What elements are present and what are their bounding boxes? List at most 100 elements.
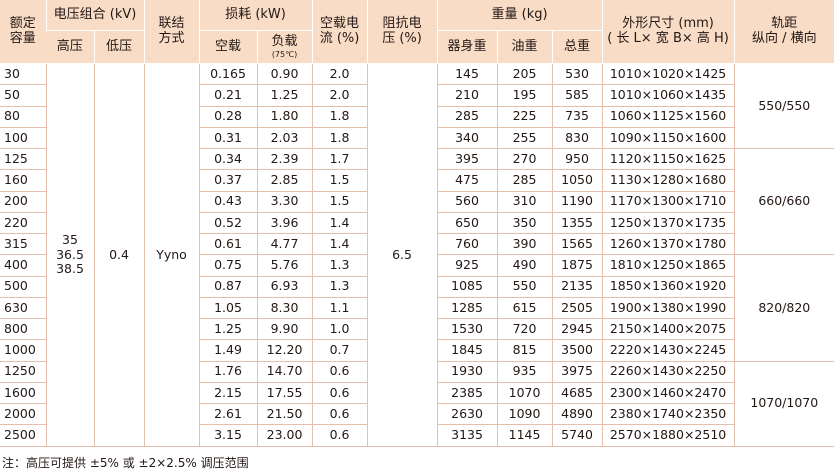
total-weight-cell: 1355 [551,212,603,235]
oil-weight-cell: 225 [496,106,553,128]
total-weight-cell: 3500 [551,339,603,362]
header-hv: 高压 [46,30,94,64]
no-load-current-cell: 1.7 [311,148,368,171]
load-loss-cell: 2.39 [256,148,313,171]
total-weight-cell: 1565 [551,233,603,256]
table-row: 630 1.05 8.30 1.1 1285 615 2505 1900×1380×1990 [0,297,834,320]
capacity-cell: 125 [0,148,46,171]
dimensions-cell: 2260×1430×2250 [601,361,735,383]
hv-value: 36.5 [56,246,84,262]
header-total-weight: 总重 [551,30,603,64]
dimensions-cell: 2300×1460×2470 [601,382,735,405]
dimensions-cell: 1090×1150×1600 [601,127,735,150]
oil-weight-cell: 490 [496,254,553,277]
header-oil-weight: 油重 [496,30,553,64]
oil-weight-cell: 935 [496,361,553,383]
no-load-loss-cell: 0.52 [198,212,258,235]
no-load-current-cell: 1.0 [311,318,368,341]
capacity-cell: 200 [0,191,46,213]
body-weight-cell: 1530 [436,318,498,341]
body-weight-cell: 395 [436,148,498,171]
no-load-loss-cell: 1.05 [198,297,258,320]
header-load-loss: 负载 (75℃) [256,30,313,64]
total-weight-cell: 1050 [551,169,603,192]
gauge-cell: 820/820 [733,254,835,362]
load-loss-cell: 17.55 [256,382,313,405]
table-row: 80 0.28 1.80 1.8 285 225 735 1060×1125×1560 [0,106,834,128]
load-loss-cell: 3.96 [256,212,313,235]
dimensions-cell: 1060×1125×1560 [601,106,735,128]
total-weight-cell: 4685 [551,382,603,405]
header-weight: 重量 (kg) [436,0,603,31]
no-load-current-cell: 2.0 [311,84,368,107]
oil-weight-cell: 1070 [496,382,553,405]
dimensions-cell: 2220×1430×2245 [601,339,735,362]
no-load-loss-cell: 0.37 [198,169,258,192]
no-load-current-cell: 1.8 [311,106,368,128]
header-capacity: 额定 容量 [0,0,46,64]
dimensions-cell: 2380×1740×2350 [601,403,735,426]
load-loss-cell: 9.90 [256,318,313,341]
no-load-current-cell: 2.0 [311,63,368,86]
capacity-cell: 400 [0,254,46,277]
header-losses: 损耗 (kW) [198,0,313,31]
total-weight-cell: 2135 [551,276,603,298]
header-impedance: 阻抗电压 (%) [366,0,438,64]
total-weight-cell: 735 [551,106,603,128]
body-weight-cell: 475 [436,169,498,192]
body-weight-cell: 1930 [436,361,498,383]
oil-weight-cell: 720 [496,318,553,341]
load-loss-cell: 0.90 [256,63,313,86]
no-load-loss-cell: 3.15 [198,424,258,447]
table-row: 220 0.52 3.96 1.4 650 350 1355 1250×1370×1735 [0,212,834,235]
body-weight-cell: 1285 [436,297,498,320]
capacity-cell: 160 [0,169,46,192]
body-weight-cell: 2630 [436,403,498,426]
oil-weight-cell: 1145 [496,424,553,447]
no-load-loss-cell: 0.87 [198,276,258,298]
no-load-current-cell: 0.6 [311,403,368,426]
total-weight-cell: 4890 [551,403,603,426]
table-row: 2000 2.61 21.50 0.6 2630 1090 4890 2380×1740×23… [0,403,834,426]
header-voltage-group: 电压组合 (kV) [45,0,145,31]
capacity-cell: 2500 [0,424,46,447]
header-no-load-current: 空载电流 (%) [311,0,368,64]
header-dimensions: 外形尺寸 (mm)( 长 L× 宽 B× 高 H) [601,0,735,64]
total-weight-cell: 2945 [551,318,603,341]
header-gauge: 轨距 纵向 / 横向 [733,0,835,64]
dimensions-cell: 2570×1880×2510 [601,424,735,447]
dimensions-cell: 1250×1370×1735 [601,212,735,235]
total-weight-cell: 530 [551,63,603,86]
load-loss-cell: 8.30 [256,297,313,320]
table-row: 100 0.31 2.03 1.8 340 255 830 1090×1150×1600 [0,127,834,150]
hv-cell: 35 36.5 38.5 [45,63,94,447]
table-row: 800 1.25 9.90 1.0 1530 720 2945 2150×1400×2075 [0,318,834,341]
table-row: 400 0.75 5.76 1.3 925 490 1875 1810×1250×1865 82… [0,254,835,362]
no-load-current-cell: 1.5 [311,169,368,192]
load-loss-cell: 23.00 [256,424,313,447]
connection-cell: Yyno [143,63,200,447]
no-load-loss-cell: 0.28 [198,106,258,128]
capacity-cell: 1600 [0,382,46,405]
total-weight-cell: 950 [551,148,603,171]
no-load-current-cell: 1.4 [311,233,368,256]
table-body: 30 35 36.5 38.5 0.4 Yyno 0.165 0.90 2.0 6.5 145 205… [0,63,835,447]
lv-cell: 0.4 [93,63,145,447]
total-weight-cell: 1190 [551,191,603,213]
no-load-current-cell: 1.8 [311,127,368,150]
oil-weight-cell: 815 [496,339,553,362]
body-weight-cell: 650 [436,212,498,235]
oil-weight-cell: 390 [496,233,553,256]
no-load-current-cell: 1.3 [311,254,368,277]
dimensions-cell: 2150×1400×2075 [601,318,735,341]
transformer-spec-table: 额定 容量 电压组合 (kV) 联结 方式 损耗 (kW) 空载电流 (%) 阻抗电… [0,0,835,447]
capacity-cell: 100 [0,127,46,150]
total-weight-cell: 3975 [551,361,603,383]
dimensions-cell: 1810×1250×1865 [601,254,735,277]
no-load-current-cell: 0.6 [311,361,368,383]
load-loss-cell: 6.93 [256,276,313,298]
oil-weight-cell: 205 [496,63,553,86]
dimensions-cell: 1260×1370×1780 [601,233,735,256]
oil-weight-cell: 310 [496,191,553,213]
capacity-cell: 80 [0,106,46,128]
